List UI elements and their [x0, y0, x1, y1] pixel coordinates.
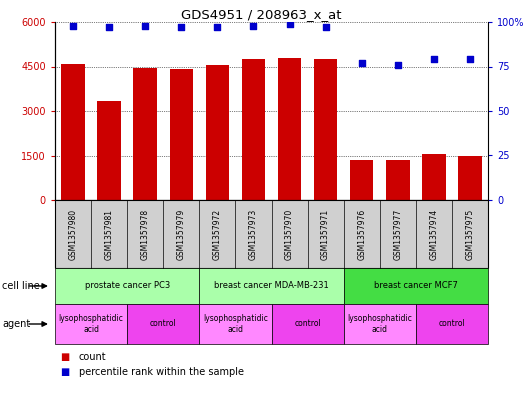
Text: prostate cancer PC3: prostate cancer PC3 — [85, 281, 170, 290]
Bar — [133, 68, 157, 200]
Bar — [350, 160, 373, 200]
Bar — [169, 70, 193, 200]
Point — [322, 24, 330, 31]
Text: GSM1357976: GSM1357976 — [357, 208, 366, 260]
Text: control: control — [294, 320, 321, 329]
Text: GSM1357973: GSM1357973 — [249, 208, 258, 260]
Point — [466, 56, 474, 62]
Text: ■: ■ — [60, 367, 70, 377]
Point — [286, 21, 294, 27]
Text: control: control — [439, 320, 465, 329]
Text: GSM1357970: GSM1357970 — [285, 208, 294, 260]
Text: control: control — [150, 320, 177, 329]
Text: GSM1357979: GSM1357979 — [177, 208, 186, 260]
Text: agent: agent — [2, 319, 30, 329]
Bar — [314, 59, 337, 200]
Text: GDS4951 / 208963_x_at: GDS4951 / 208963_x_at — [181, 8, 342, 21]
Point — [249, 22, 258, 29]
Text: lysophosphatidic
acid: lysophosphatidic acid — [347, 314, 412, 334]
Point — [69, 22, 77, 29]
Text: lysophosphatidic
acid: lysophosphatidic acid — [203, 314, 268, 334]
Bar — [422, 154, 446, 200]
Text: GSM1357974: GSM1357974 — [429, 208, 438, 260]
Text: count: count — [78, 352, 106, 362]
Bar — [458, 156, 482, 200]
Text: GSM1357971: GSM1357971 — [321, 208, 330, 259]
Text: ■: ■ — [60, 352, 70, 362]
Text: lysophosphatidic
acid: lysophosphatidic acid — [59, 314, 123, 334]
Text: breast cancer MCF7: breast cancer MCF7 — [374, 281, 458, 290]
Bar — [242, 59, 265, 200]
Text: GSM1357977: GSM1357977 — [393, 208, 402, 260]
Bar — [386, 160, 410, 200]
Text: breast cancer MDA-MB-231: breast cancer MDA-MB-231 — [214, 281, 329, 290]
Bar — [61, 64, 85, 200]
Bar — [278, 58, 301, 200]
Point — [141, 22, 150, 29]
Text: cell line: cell line — [2, 281, 40, 291]
Point — [105, 24, 113, 31]
Point — [394, 62, 402, 68]
Text: GSM1357972: GSM1357972 — [213, 208, 222, 259]
Text: percentile rank within the sample: percentile rank within the sample — [78, 367, 244, 377]
Bar — [206, 65, 229, 200]
Text: GSM1357980: GSM1357980 — [69, 208, 77, 259]
Text: GSM1357978: GSM1357978 — [141, 208, 150, 259]
Bar — [97, 101, 121, 200]
Point — [177, 24, 186, 31]
Point — [430, 56, 438, 62]
Text: GSM1357981: GSM1357981 — [105, 209, 113, 259]
Text: GSM1357975: GSM1357975 — [465, 208, 474, 260]
Point — [358, 60, 366, 66]
Point — [213, 24, 222, 31]
